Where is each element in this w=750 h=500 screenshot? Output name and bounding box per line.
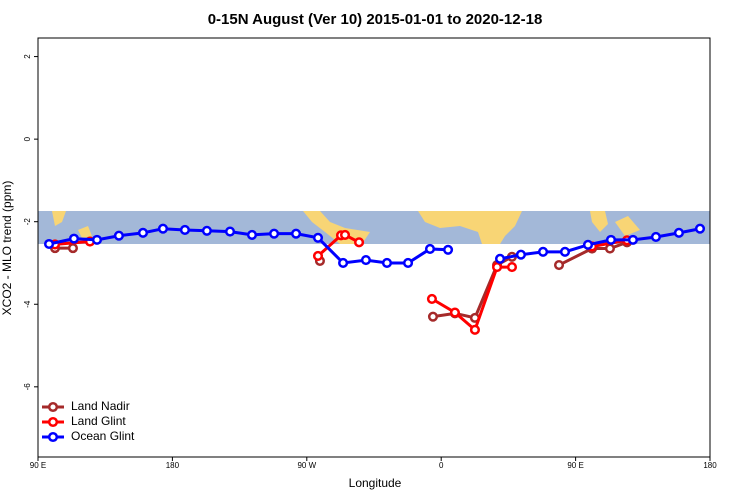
point <box>515 249 526 260</box>
point <box>157 223 169 234</box>
point <box>354 237 365 248</box>
land <box>418 211 522 244</box>
point <box>537 246 549 257</box>
legend-marker <box>47 401 59 413</box>
point <box>673 227 684 238</box>
point <box>137 227 149 238</box>
point <box>427 311 439 322</box>
point <box>553 259 565 271</box>
x-tick-label: 90 W <box>297 461 316 470</box>
point <box>224 226 236 237</box>
point <box>443 244 454 255</box>
land <box>590 211 640 236</box>
land <box>303 211 370 244</box>
y-tick-label: -6 <box>23 383 32 391</box>
point <box>44 238 55 250</box>
point <box>67 243 78 254</box>
x-tick-label: 180 <box>703 461 717 470</box>
plot-frame <box>37 37 711 458</box>
chart-title: 0-15N August (Ver 10) 2015-01-01 to 2020… <box>208 11 543 28</box>
point <box>604 243 615 254</box>
legend-label: Land Glint <box>71 414 126 428</box>
point <box>91 234 103 245</box>
legend-label: Ocean Glint <box>71 429 135 443</box>
point <box>492 262 503 273</box>
x-tick-label: 90 E <box>30 461 46 470</box>
point <box>338 257 349 269</box>
point <box>179 224 190 236</box>
point <box>627 234 638 245</box>
point <box>402 257 414 269</box>
point <box>694 223 706 234</box>
point <box>650 231 661 243</box>
point <box>559 246 571 257</box>
point <box>426 293 437 304</box>
point <box>506 262 518 273</box>
point <box>381 257 393 269</box>
point <box>113 230 124 241</box>
y-tick-label: 2 <box>23 54 32 59</box>
point <box>290 228 302 239</box>
x-axis-label: Longitude <box>349 476 402 490</box>
point <box>494 253 506 264</box>
legend-marker <box>47 431 59 443</box>
point <box>201 225 212 236</box>
x-tick-label: 180 <box>166 461 180 470</box>
point <box>312 232 324 243</box>
y-tick-label: -2 <box>23 218 32 226</box>
land <box>52 211 92 238</box>
x-tick-label: 90 E <box>567 461 583 470</box>
point <box>246 229 258 240</box>
point <box>582 239 594 250</box>
map-band <box>38 211 710 244</box>
y-tick-label: 0 <box>23 136 32 141</box>
point <box>449 307 460 318</box>
point <box>68 233 80 244</box>
y-tick-label: -4 <box>23 300 32 308</box>
point <box>339 229 351 240</box>
point <box>360 255 371 266</box>
point <box>605 234 617 245</box>
legend-label: Land Nadir <box>71 399 130 413</box>
legend-marker <box>47 416 59 428</box>
point <box>269 228 280 239</box>
point <box>312 250 324 262</box>
point <box>469 324 480 335</box>
x-tick-label: 0 <box>439 461 444 470</box>
point <box>424 243 436 254</box>
y-axis-label: XCO2 - MLO trend (ppm) <box>0 181 14 316</box>
